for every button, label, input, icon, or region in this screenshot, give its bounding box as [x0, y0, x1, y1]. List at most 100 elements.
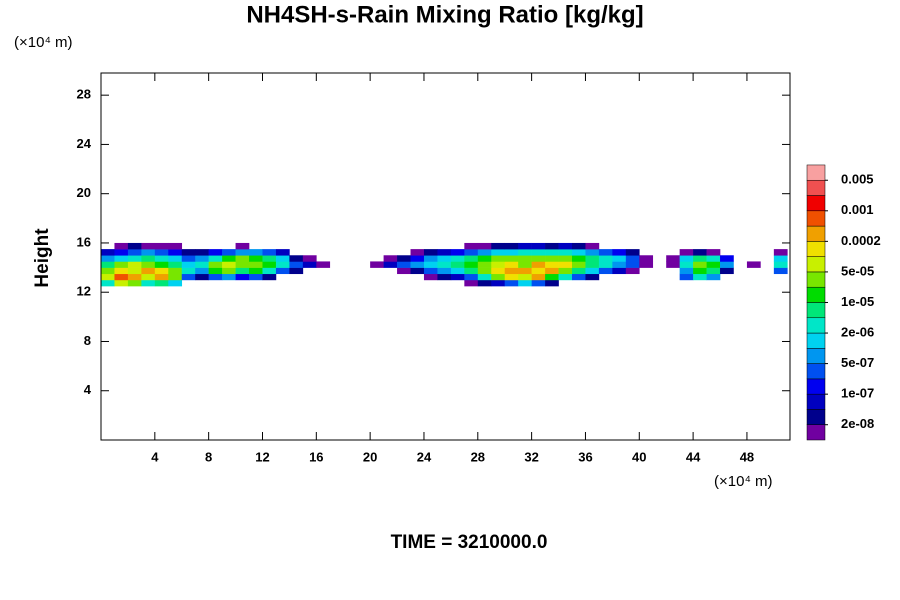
field-cell	[410, 267, 425, 275]
field-cell	[127, 242, 142, 250]
field-cell	[746, 261, 761, 268]
field-cell	[275, 267, 290, 275]
field-cell	[397, 255, 411, 262]
field-cell	[571, 242, 586, 250]
colorbar-box	[806, 286, 826, 303]
field-cell	[464, 273, 479, 281]
field-cell	[531, 242, 546, 250]
field-cell	[450, 267, 465, 275]
field-cell	[127, 273, 142, 281]
field-cell	[585, 267, 600, 275]
field-cell	[235, 255, 250, 262]
x-tick-label: 40	[632, 449, 646, 464]
y-tick-label: 12	[77, 284, 91, 299]
field-cell	[423, 255, 438, 262]
y-tick-label: 24	[77, 136, 92, 151]
field-cell	[208, 261, 223, 268]
field-cell	[598, 249, 613, 256]
field-cell	[693, 255, 707, 262]
field-cell	[639, 255, 654, 262]
colorbar-box	[806, 348, 826, 364]
field-cell	[679, 261, 694, 268]
field-cell	[720, 255, 734, 262]
x-tick-label: 28	[471, 449, 485, 464]
field-cell	[195, 261, 209, 268]
field-cell	[558, 273, 573, 281]
field-cell	[571, 261, 586, 268]
field-cell	[168, 279, 183, 287]
colorbar-box	[806, 409, 826, 425]
field-cell	[397, 261, 411, 268]
colorbar-box	[806, 210, 826, 227]
field-cell	[316, 261, 331, 268]
colorbar-label: 1e-05	[841, 294, 874, 309]
field-cell	[464, 249, 479, 256]
field-cell	[168, 273, 183, 281]
field-cell	[571, 267, 586, 275]
field-cell	[518, 273, 532, 281]
field-cell	[598, 261, 613, 268]
field-cell	[706, 273, 721, 281]
time-label: TIME = 3210000.0	[391, 532, 548, 553]
field-cell	[114, 273, 129, 281]
field-cell	[262, 255, 277, 262]
colorbar-box	[806, 271, 826, 288]
field-cell	[410, 261, 425, 268]
field-cell	[208, 255, 223, 262]
field-cell	[545, 242, 559, 250]
colorbar-box	[806, 179, 826, 196]
field-cell	[531, 255, 546, 262]
field-cell	[370, 261, 384, 268]
field-cell	[666, 261, 680, 268]
field-cell	[491, 255, 506, 262]
field-cell	[773, 267, 788, 275]
field-cell	[679, 273, 694, 281]
field-cell	[477, 242, 492, 250]
field-cell	[114, 249, 129, 256]
field-cell	[168, 249, 183, 256]
field-cell	[397, 267, 411, 275]
field-cell	[625, 255, 640, 262]
field-cell	[491, 267, 506, 275]
field-cell	[504, 255, 519, 262]
field-cell	[302, 261, 317, 268]
field-cell	[222, 273, 236, 281]
field-cell	[423, 267, 438, 275]
field-cell	[464, 279, 479, 287]
field-cell	[666, 255, 680, 262]
y-unit: (×10⁴ m)	[14, 34, 73, 51]
field-cell	[249, 249, 263, 256]
field-cell	[235, 261, 250, 268]
field-cell	[195, 249, 209, 256]
field-cell	[141, 267, 156, 275]
field-cell	[141, 242, 156, 250]
field-cell	[679, 267, 694, 275]
field-cell	[773, 261, 788, 268]
colorbar-label: 5e-07	[841, 355, 874, 370]
field-cell	[773, 255, 788, 262]
field-cell	[302, 255, 317, 262]
field-cell	[437, 267, 452, 275]
field-cell	[477, 267, 492, 275]
field-cell	[101, 249, 115, 256]
field-cell	[101, 273, 115, 281]
x-unit: (×10⁴ m)	[714, 473, 773, 490]
field-cell	[154, 279, 169, 287]
field-cell	[154, 249, 169, 256]
colorbar-box	[806, 195, 826, 212]
field-cell	[262, 267, 277, 275]
field-cell	[114, 255, 129, 262]
field-cell	[262, 261, 277, 268]
y-tick-label: 4	[84, 382, 92, 397]
colorbar-box	[806, 317, 826, 334]
field-cell	[720, 261, 734, 268]
field-cell	[679, 255, 694, 262]
field-cell	[477, 255, 492, 262]
field-cell	[571, 273, 586, 281]
colorbar-box	[806, 332, 826, 349]
plot-frame	[100, 72, 791, 441]
field-cell	[518, 267, 532, 275]
field-cell	[491, 273, 506, 281]
x-tick-label: 8	[205, 449, 212, 464]
